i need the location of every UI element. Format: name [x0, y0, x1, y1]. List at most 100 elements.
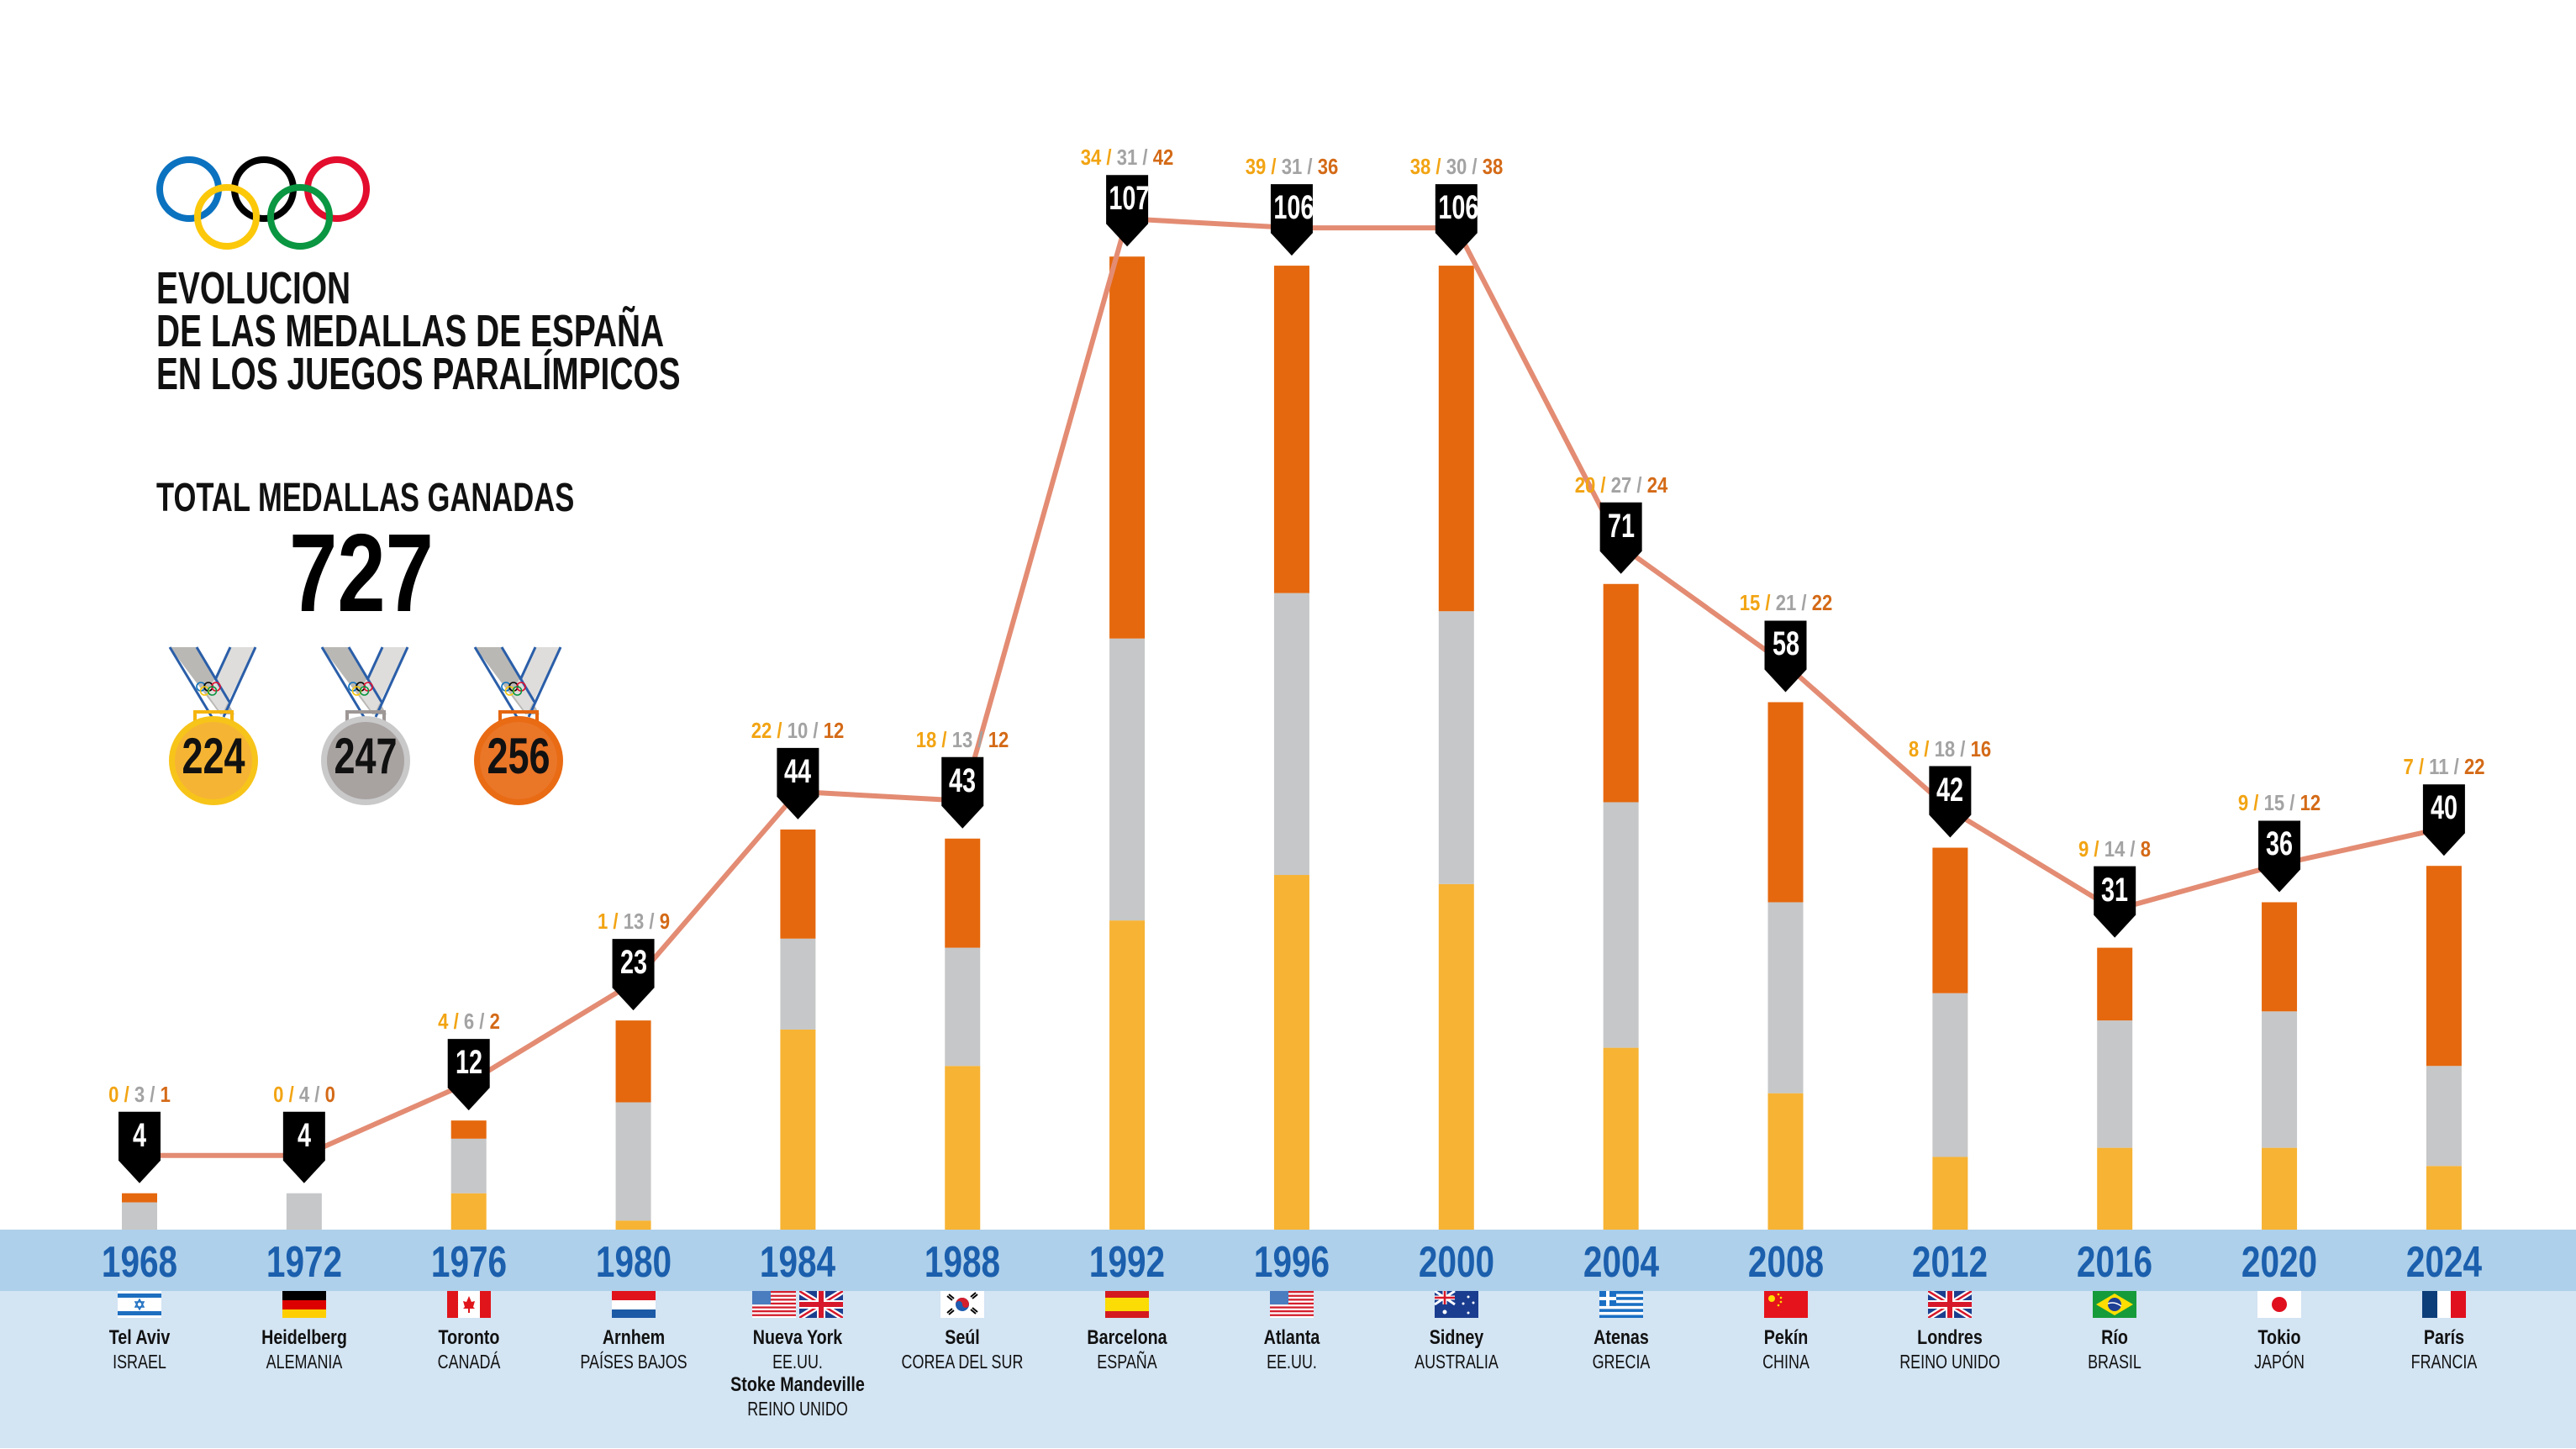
- total-value-label: 12: [455, 1044, 482, 1082]
- bar-segment-gold-2012: [1932, 1157, 1968, 1230]
- total-marker-2024: [2422, 784, 2465, 856]
- bar-segment-silver-1988: [945, 947, 981, 1067]
- total-marker-2004: [1599, 502, 1642, 574]
- host-city: Pekín: [1763, 1326, 1808, 1349]
- bar-segment-silver-1992: [1109, 638, 1146, 921]
- gold-medal-icon: [168, 646, 258, 805]
- olympic-rings-icon: [156, 156, 370, 250]
- title-line-3: EN LOS JUEGOS PARALÍMPICOS: [156, 349, 681, 399]
- separator: /: [1266, 154, 1282, 180]
- total-marker-1984: [777, 747, 819, 819]
- netherlands-flag-icon: [611, 1291, 656, 1318]
- silver-count-label: 27: [1610, 472, 1631, 498]
- host-city: Arnhem: [602, 1326, 665, 1349]
- host-city: Río: [2101, 1326, 2129, 1349]
- gold-count-label: 15: [1739, 590, 1760, 616]
- total-marker-1980: [612, 939, 655, 1011]
- medal-breakdown-label: 9 / 14 / 8: [2029, 836, 2200, 861]
- gold-count-label: 0: [108, 1081, 119, 1107]
- bar-segment-bronze-2012: [1932, 847, 1968, 993]
- separator: /: [2089, 835, 2105, 861]
- year-label-1980: 1980: [595, 1238, 672, 1287]
- host-flags: [611, 1291, 656, 1318]
- total-value-label: 4: [297, 1116, 311, 1154]
- host-country: AUSTRALIA: [1414, 1351, 1499, 1373]
- total-marker-2000: [1435, 184, 1478, 256]
- bar-segment-silver-2012: [1932, 993, 1968, 1157]
- separator: /: [1759, 590, 1776, 616]
- host-city: Stoke Mandeville: [730, 1373, 866, 1396]
- silver-count: 247: [334, 728, 398, 784]
- year-label-1996: 1996: [1253, 1238, 1330, 1287]
- bar-segment-gold-2000: [1438, 883, 1474, 1230]
- total-marker-2008: [1764, 620, 1807, 693]
- bar-segment-bronze-2004: [1603, 583, 1639, 803]
- greece-flag-icon: [1599, 1291, 1643, 1318]
- year-label-2012: 2012: [1912, 1238, 1989, 1287]
- silver-count-label: 14: [2104, 835, 2126, 861]
- bronze-count-label: 16: [1970, 735, 1992, 761]
- gold-count-label: 34: [1080, 145, 1102, 171]
- host-flags: [1105, 1291, 1150, 1318]
- silver-medal: 247: [307, 643, 424, 811]
- total-marker-2020: [2258, 820, 2301, 893]
- host-city: Atlanta: [1263, 1326, 1320, 1349]
- bar-segment-silver-1968: [122, 1202, 157, 1230]
- gold-count-label: 9: [2237, 790, 2249, 816]
- separator: /: [2413, 754, 2430, 780]
- separator: /: [1101, 145, 1117, 171]
- separator: /: [936, 726, 952, 752]
- usa-flag-icon: [1269, 1291, 1314, 1318]
- medal-breakdown-label: 39 / 31 / 36: [1206, 154, 1378, 179]
- total-marker-2016: [2094, 866, 2136, 938]
- bronze-count-label: 22: [1811, 590, 1832, 616]
- bar-segment-bronze-1992: [1109, 256, 1146, 639]
- host-country: BRASIL: [2088, 1351, 2142, 1373]
- separator: /: [448, 1009, 464, 1035]
- gold-count-label: 4: [437, 1009, 449, 1035]
- separator: /: [119, 1081, 134, 1107]
- title-line-1: EVOLUCION: [156, 263, 351, 314]
- bar-segment-silver-1976: [450, 1138, 487, 1193]
- bar-segment-silver-2024: [2426, 1066, 2462, 1167]
- total-value-label: 58: [1772, 625, 1799, 663]
- bronze-count-label: 12: [988, 726, 1009, 752]
- bronze-count-label: 2: [489, 1009, 500, 1035]
- bar-segment-silver-1972: [286, 1193, 322, 1230]
- gold-count-label: 8: [1909, 735, 1920, 761]
- separator: /: [308, 1081, 325, 1107]
- medal-breakdown-label: 22 / 10 / 12: [712, 718, 883, 743]
- silver-count-label: 30: [1446, 154, 1467, 180]
- separator: /: [643, 909, 660, 935]
- host-flags: [282, 1291, 326, 1318]
- host-city: Atenas: [1593, 1326, 1649, 1349]
- france-flag-icon: [2421, 1291, 2466, 1318]
- total-marker-2012: [1929, 766, 1972, 838]
- separator: /: [1467, 154, 1483, 180]
- host-city: Barcelona: [1087, 1326, 1167, 1349]
- host-city: Heidelberg: [261, 1326, 347, 1349]
- host-flags: [1269, 1291, 1314, 1318]
- total-value-label: 71: [1607, 507, 1635, 545]
- host-country: JAPÓN: [2254, 1351, 2305, 1373]
- medal-breakdown-label: 18 / 13 / 12: [877, 727, 1048, 752]
- south-korea-flag-icon: [940, 1291, 985, 1318]
- silver-count-label: 6: [463, 1009, 474, 1035]
- total-value-label: 44: [784, 752, 812, 790]
- host-country: ALEMANIA: [266, 1351, 343, 1373]
- separator: /: [145, 1081, 161, 1107]
- usa-flag-icon: [752, 1291, 797, 1318]
- total-label: TOTAL MEDALLAS GANADAS: [156, 476, 575, 520]
- host-country: PAÍSES BAJOS: [579, 1351, 687, 1373]
- total-value-label: 42: [1936, 771, 1964, 809]
- bar-segment-bronze-2020: [2262, 902, 2298, 1012]
- medal-breakdown-label: 34 / 31 / 42: [1041, 145, 1213, 170]
- separator: /: [607, 909, 624, 935]
- year-label-2016: 2016: [2077, 1238, 2153, 1287]
- silver-medal-icon: [320, 646, 410, 805]
- medal-breakdown-label: 0 / 3 / 1: [54, 1082, 225, 1107]
- spain-flag-icon: [1105, 1291, 1150, 1318]
- bar-segment-silver-1996: [1273, 593, 1309, 876]
- bar-segment-bronze-1996: [1273, 266, 1309, 593]
